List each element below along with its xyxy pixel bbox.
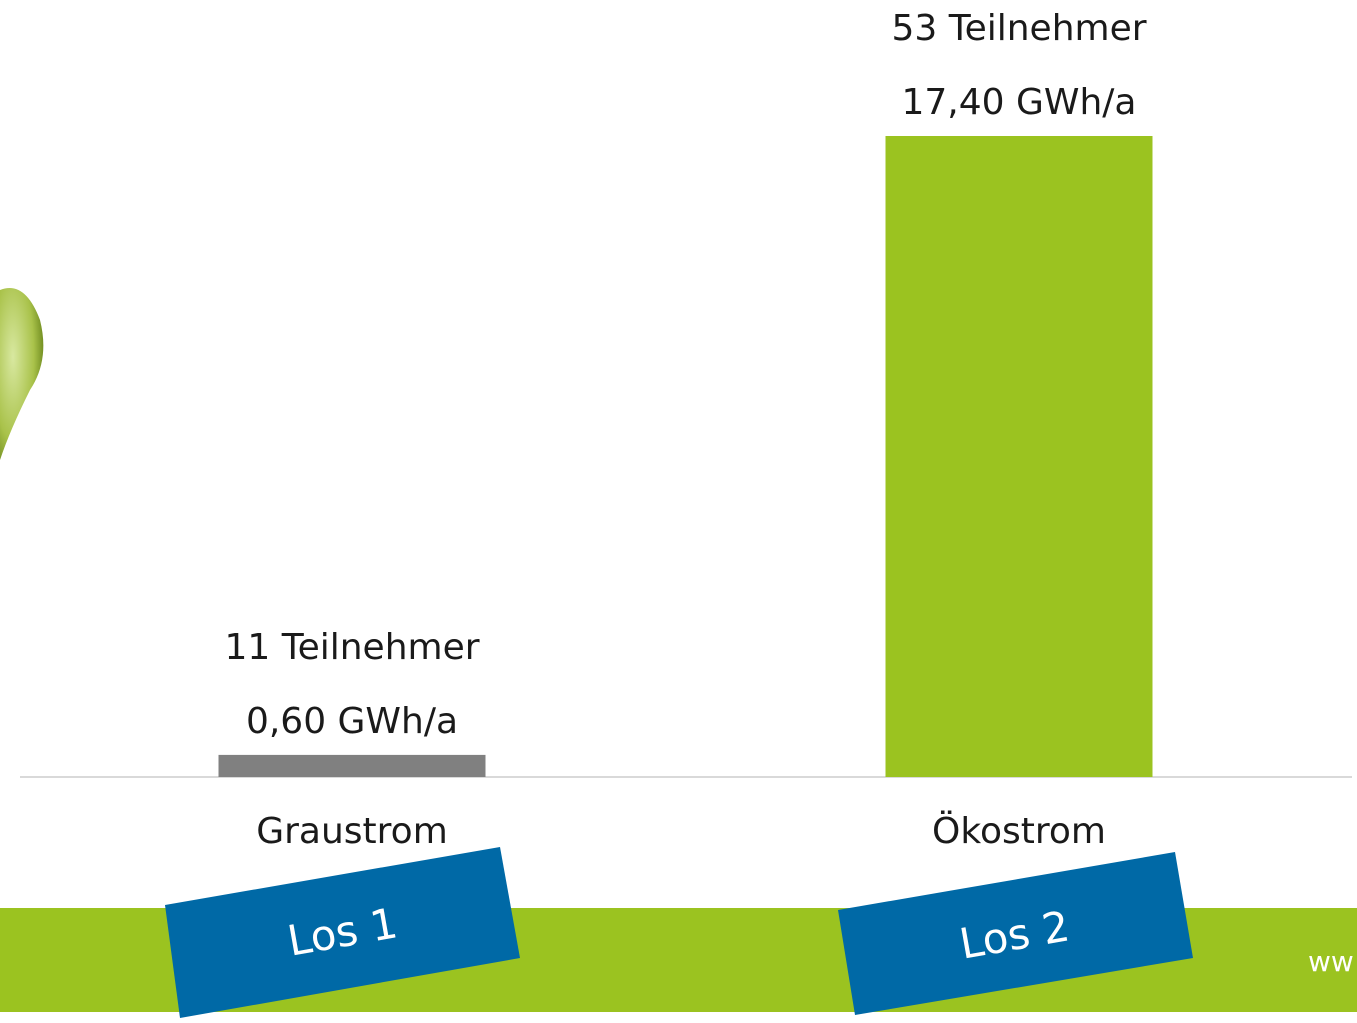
x-tick-label: Ökostrom (932, 810, 1106, 852)
decoration (0, 288, 44, 460)
bar (885, 136, 1153, 777)
x-tick-label: Graustrom (256, 811, 448, 852)
value-label: 0,60 GWh/a (246, 701, 458, 742)
footer-text: ww (1308, 945, 1354, 978)
lot-badge (165, 847, 520, 1018)
lot-badge (838, 852, 1193, 1015)
value-label: 17,40 GWh/a (901, 82, 1136, 123)
participant-label: 53 Teilnehmer (891, 8, 1146, 49)
participant-label: 11 Teilnehmer (224, 627, 479, 668)
bar (218, 754, 486, 777)
